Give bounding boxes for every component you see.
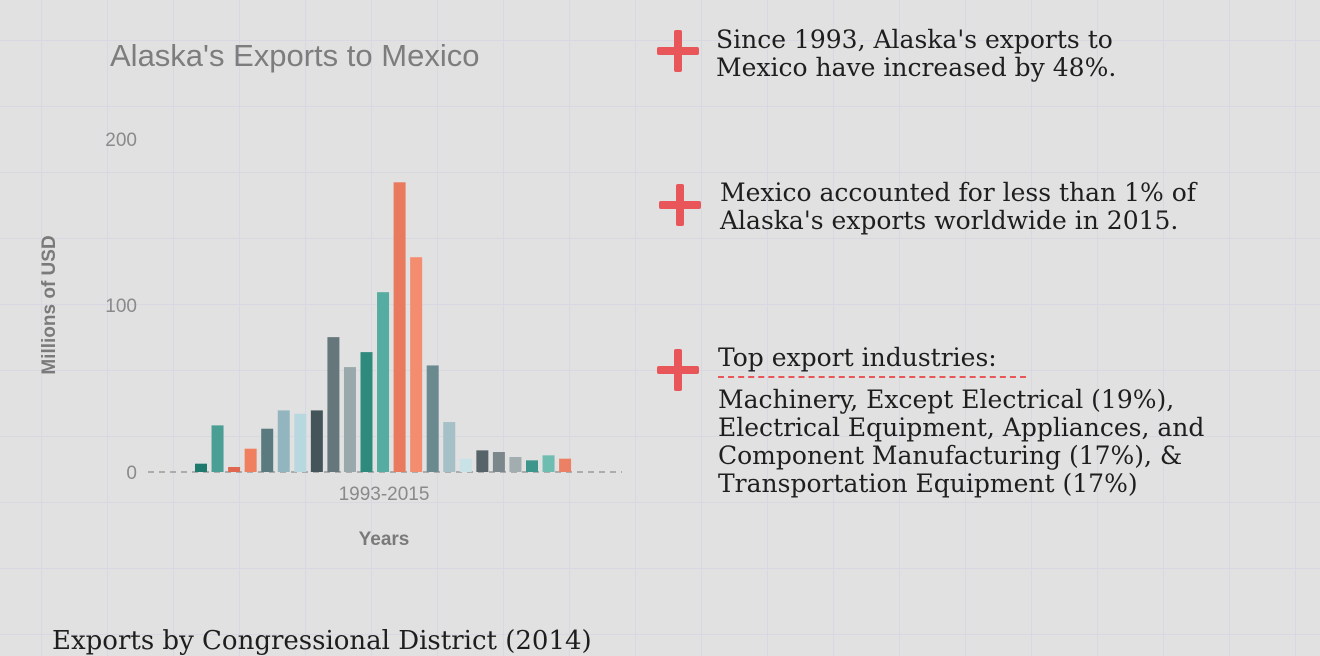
bar-2012 (509, 457, 522, 472)
dashed-divider (718, 376, 1026, 378)
bar-2009 (459, 458, 472, 472)
bar-2005 (393, 182, 406, 473)
bar-2015 (559, 458, 572, 472)
bar-2007 (426, 365, 439, 472)
bar-2008 (443, 422, 456, 472)
plus-icon (659, 184, 701, 226)
bar-2004 (377, 292, 390, 472)
district-section-heading: Exports by Congressional District (2014) (52, 626, 592, 656)
bar-2013 (526, 460, 538, 472)
y-tick-label: 100 (105, 296, 137, 317)
plus-icon (657, 349, 699, 391)
y-axis-label: Millions of USD (39, 235, 60, 374)
x-axis-label: Years (359, 529, 410, 550)
fact-top-industries: Top export industries: Machinery, Except… (718, 344, 1228, 498)
fact-share-worldwide: Mexico accounted for less than 1% of Ala… (720, 178, 1197, 235)
x-tick-label: 1993-2015 (339, 484, 430, 505)
bar-chart: Alaska's Exports to Mexico 200 100 0 199… (39, 38, 622, 550)
bar-1994 (211, 425, 224, 472)
bar-1993 (195, 463, 207, 472)
y-tick-label: 200 (105, 130, 137, 151)
bar-2011 (492, 452, 505, 472)
bar-1999 (294, 413, 307, 472)
bar-1997 (261, 428, 274, 472)
bar-2014 (542, 455, 555, 472)
bar-1996 (244, 448, 257, 472)
plus-icon (657, 30, 699, 72)
bar-2001 (327, 337, 340, 472)
bar-2002 (343, 367, 356, 472)
bar-2010 (476, 450, 489, 472)
fact-exports-increase: Since 1993, Alaska's exports to Mexico h… (716, 25, 1117, 82)
bar-2003 (360, 352, 373, 472)
chart-title: Alaska's Exports to Mexico (110, 38, 479, 73)
bar-2006 (410, 257, 423, 472)
bar-2000 (310, 410, 323, 472)
top-industries-text: Machinery, Except Electrical (19%), Elec… (718, 385, 1205, 498)
y-tick-label: 0 (126, 463, 137, 484)
bar-1998 (277, 410, 290, 472)
top-industries-heading: Top export industries: (718, 343, 997, 372)
bar-1995 (228, 467, 241, 472)
